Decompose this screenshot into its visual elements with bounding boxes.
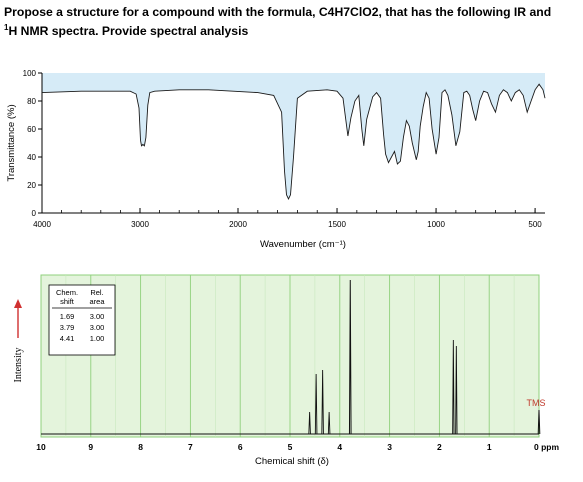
ir-x-tick-label: 1500 [328,220,346,229]
ir-spectrum-chart: 0 20 40 60 80 100 4000 3000 2000 1500 1000 500 Waven… [6,69,546,250]
ir-series-line [41,83,546,201]
nmr-x-tick-label: 0 ppm [534,442,559,452]
ir-x-tick-label: 3000 [131,220,149,229]
ir-x-tick-label: 500 [528,220,542,229]
ir-fill [42,73,545,199]
ir-x-tick-label: 1000 [427,220,445,229]
nmr-quartet-line [321,369,324,435]
nmr-table-box [48,284,116,356]
ir-y-tick-label: 100 [23,69,37,78]
nmr-table-cell: 3.79 [60,323,75,332]
nmr-y-axis-arrowhead [14,299,22,308]
nmr-y-axis-label: Intensity [13,348,24,383]
nmr-quartet-line [308,411,311,435]
nmr-table-header: area [89,297,105,306]
nmr-table-cell: 3.00 [90,323,105,332]
nmr-x-tick-label: 3 [387,442,392,452]
nmr-doublet-line [452,339,455,435]
ir-y-tick-label: 80 [27,97,36,106]
nmr-table-cell: 3.00 [90,312,105,321]
ir-y-tick-label: 0 [32,209,37,218]
ir-y-axis-label: Transmittance (%) [6,104,17,181]
question-text: Propose a structure for a compound with … [4,4,579,39]
ir-y-tick-label: 60 [27,125,36,134]
nmr-x-tick-label: 1 [487,442,492,452]
nmr-singlet-peak [348,279,352,435]
nmr-x-tick-label: 4 [337,442,342,452]
nmr-tms-peak [537,409,541,435]
nmr-table-header: shift [60,297,75,306]
nmr-table-cell: 1.69 [60,312,75,321]
nmr-table-header: Rel. [90,288,103,297]
question-line-1: Propose a structure for a compound with … [4,5,552,19]
nmr-quartet-line [327,411,331,435]
nmr-x-tick-label: 5 [288,442,293,452]
ir-y-tick-label: 20 [27,181,36,190]
nmr-quartet-line [314,373,318,435]
nmr-x-tick-label: 9 [88,442,93,452]
nmr-doublet-line [455,345,458,435]
nmr-x-tick-label: 7 [188,442,193,452]
nmr-table-header: Chem. [56,288,78,297]
ir-x-tick-label: 2000 [229,220,247,229]
nmr-table-cell: 1.00 [90,334,105,343]
nmr-x-tick-label: 2 [437,442,442,452]
nmr-x-axis-label: Chemical shift (δ) [255,456,329,467]
nmr-x-tick-label: 8 [138,442,143,452]
ir-x-tick-label: 4000 [33,220,51,229]
nmr-tms-label: TMS [527,398,546,408]
nmr-table-cell: 4.41 [60,334,75,343]
nmr-x-tick-label: 6 [238,442,243,452]
nmr-x-tick-label: 10 [36,442,46,452]
ir-y-tick-label: 40 [27,153,36,162]
question-superscript: 1 [4,23,9,32]
question-line-2-text: H NMR spectra. Provide spectral analysis [8,24,249,39]
question-line-2: 1H NMR spectra. Provide spectral analysi… [4,20,579,39]
ir-x-axis-label: Wavenumber (cm⁻¹) [260,239,346,250]
